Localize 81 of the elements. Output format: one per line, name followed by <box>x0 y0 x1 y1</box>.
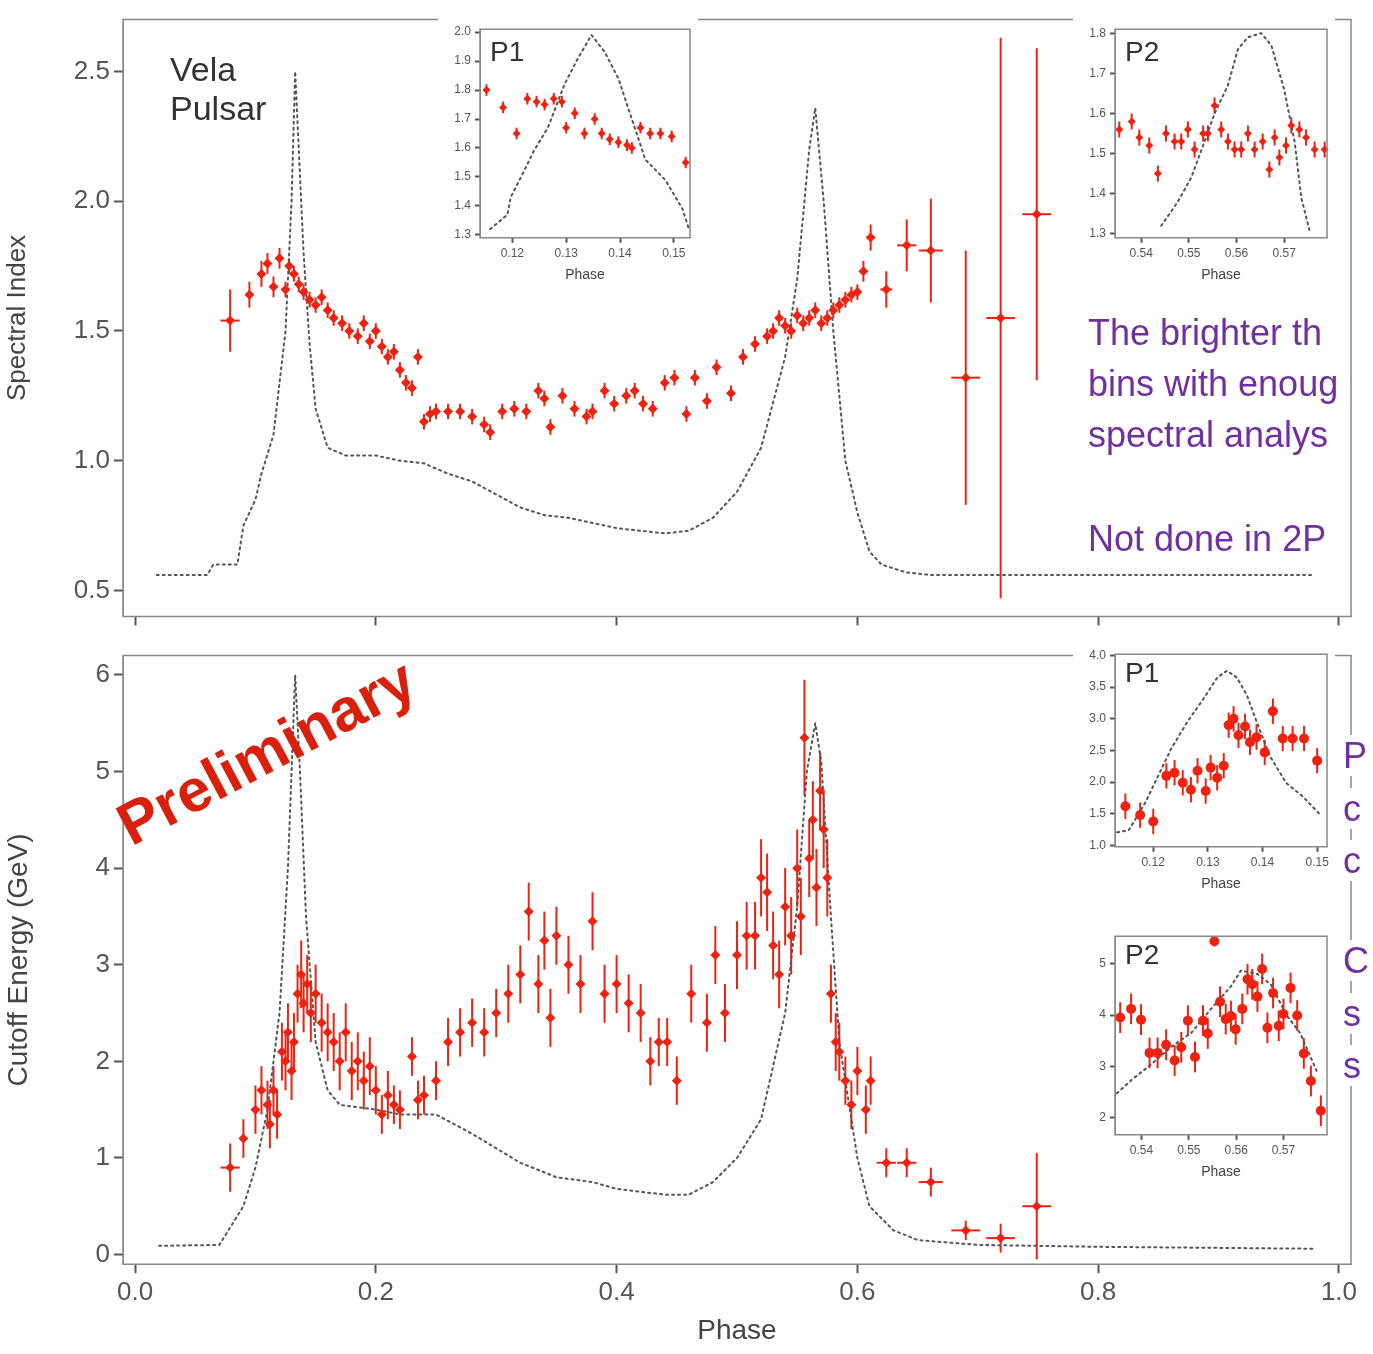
x-axis-title: Phase <box>565 266 606 283</box>
x-tick-label: 0.57 <box>1271 1143 1296 1158</box>
x-tick-label: 0.13 <box>1196 855 1220 870</box>
y-tick-label: 1 <box>95 1141 110 1172</box>
y-tick-label: 4 <box>1099 1007 1107 1022</box>
y-tick-label: 6 <box>95 658 110 689</box>
y-tick-label: 2.0 <box>454 24 472 39</box>
y-tick-label: 1.0 <box>73 443 110 474</box>
annotation: spectral analys <box>1088 414 1329 456</box>
x-tick-label: 0.14 <box>608 246 632 261</box>
y-tick-label: 1.7 <box>454 111 472 126</box>
y-tick-label: 1.8 <box>1089 25 1107 40</box>
y-tick-label: 1.3 <box>454 227 472 242</box>
annotation: C <box>1343 940 1369 982</box>
x-tick-label: 0.8 <box>1080 1275 1117 1306</box>
annotation: Vela Pulsar <box>170 50 268 129</box>
x-tick-label: 0.56 <box>1224 1143 1249 1158</box>
x-tick-label: 0.12 <box>500 246 525 261</box>
y-tick-label: 1.4 <box>1089 185 1107 200</box>
x-tick-label: 0.54 <box>1129 246 1154 261</box>
y-tick-label: 1.9 <box>454 53 472 68</box>
x-axis-title: Phase <box>1201 266 1242 283</box>
x-tick-label: 0.55 <box>1177 1143 1201 1158</box>
y-tick-label: 5 <box>95 754 110 785</box>
x-tick-label: 0.56 <box>1224 246 1249 261</box>
annotation: P1 <box>1125 657 1160 690</box>
x-tick-label: 0.57 <box>1272 246 1297 261</box>
y-tick-label: 2.5 <box>1089 742 1107 757</box>
y-tick-label: 1.5 <box>73 314 110 345</box>
y-tick-label: 2 <box>1099 1109 1107 1124</box>
x-tick-label: 1.0 <box>1320 1275 1358 1306</box>
y-tick-label: 1.5 <box>454 169 472 184</box>
annotation: c <box>1343 840 1361 882</box>
annotation: s <box>1343 993 1361 1035</box>
y-tick-label: 4.0 <box>1089 647 1107 662</box>
annotation: s <box>1343 1045 1361 1087</box>
y-tick-label: 3 <box>95 947 110 978</box>
annotation: P1 <box>490 36 525 69</box>
x-tick-label: 0.6 <box>839 1275 876 1306</box>
x-tick-label: 0.15 <box>662 246 686 261</box>
y-axis-title: Spectral Index <box>0 234 31 402</box>
y-tick-label: 2.0 <box>73 184 110 215</box>
y-tick-label: 1.5 <box>1089 145 1107 160</box>
x-tick-label: 0.0 <box>116 1275 154 1306</box>
y-tick-label: 1.4 <box>454 198 472 213</box>
x-tick-label: 0.13 <box>554 246 579 261</box>
y-tick-label: 2 <box>95 1044 110 1075</box>
y-tick-label: 3.5 <box>1089 679 1107 694</box>
annotation: bins with enoug <box>1088 363 1339 405</box>
annotation: c <box>1343 788 1361 830</box>
x-axis-title: Phase <box>1201 875 1242 892</box>
y-tick-label: 3 <box>1099 1058 1107 1073</box>
y-axis-title: Cutoff Energy (GeV) <box>1 833 33 1087</box>
x-axis-title: Phase <box>1201 1163 1242 1180</box>
y-tick-label: 1.5 <box>1089 806 1107 821</box>
y-tick-label: 2.5 <box>73 54 110 85</box>
y-tick-label: 5 <box>1099 956 1107 971</box>
x-tick-label: 0.2 <box>357 1275 394 1306</box>
y-tick-label: 1.6 <box>454 140 472 155</box>
y-tick-label: 3.0 <box>1089 711 1107 726</box>
y-tick-label: 1.0 <box>1089 837 1107 852</box>
y-tick-label: 1.7 <box>1089 65 1107 80</box>
x-tick-label: 0.55 <box>1177 246 1201 261</box>
y-tick-label: 0 <box>95 1237 110 1268</box>
y-tick-label: 1.8 <box>454 82 472 97</box>
x-tick-label: 0.4 <box>598 1275 635 1306</box>
y-tick-label: 1.6 <box>1089 105 1107 120</box>
annotation: P2 <box>1125 939 1160 972</box>
y-tick-label: 2.0 <box>1089 774 1107 789</box>
x-tick-label: 0.15 <box>1305 855 1330 870</box>
y-tick-label: 0.5 <box>73 573 110 604</box>
y-tick-label: 4 <box>95 851 110 882</box>
annotation: P <box>1343 735 1368 777</box>
x-tick-label: 0.54 <box>1129 1143 1154 1158</box>
annotation: P2 <box>1125 36 1160 69</box>
annotation: Not done in 2P <box>1088 518 1327 560</box>
x-axis-title: Phase <box>697 1313 777 1345</box>
annotation: The brighter th <box>1088 312 1323 354</box>
x-tick-label: 0.14 <box>1250 855 1275 870</box>
x-tick-label: 0.12 <box>1141 855 1166 870</box>
y-tick-label: 1.3 <box>1089 226 1107 241</box>
